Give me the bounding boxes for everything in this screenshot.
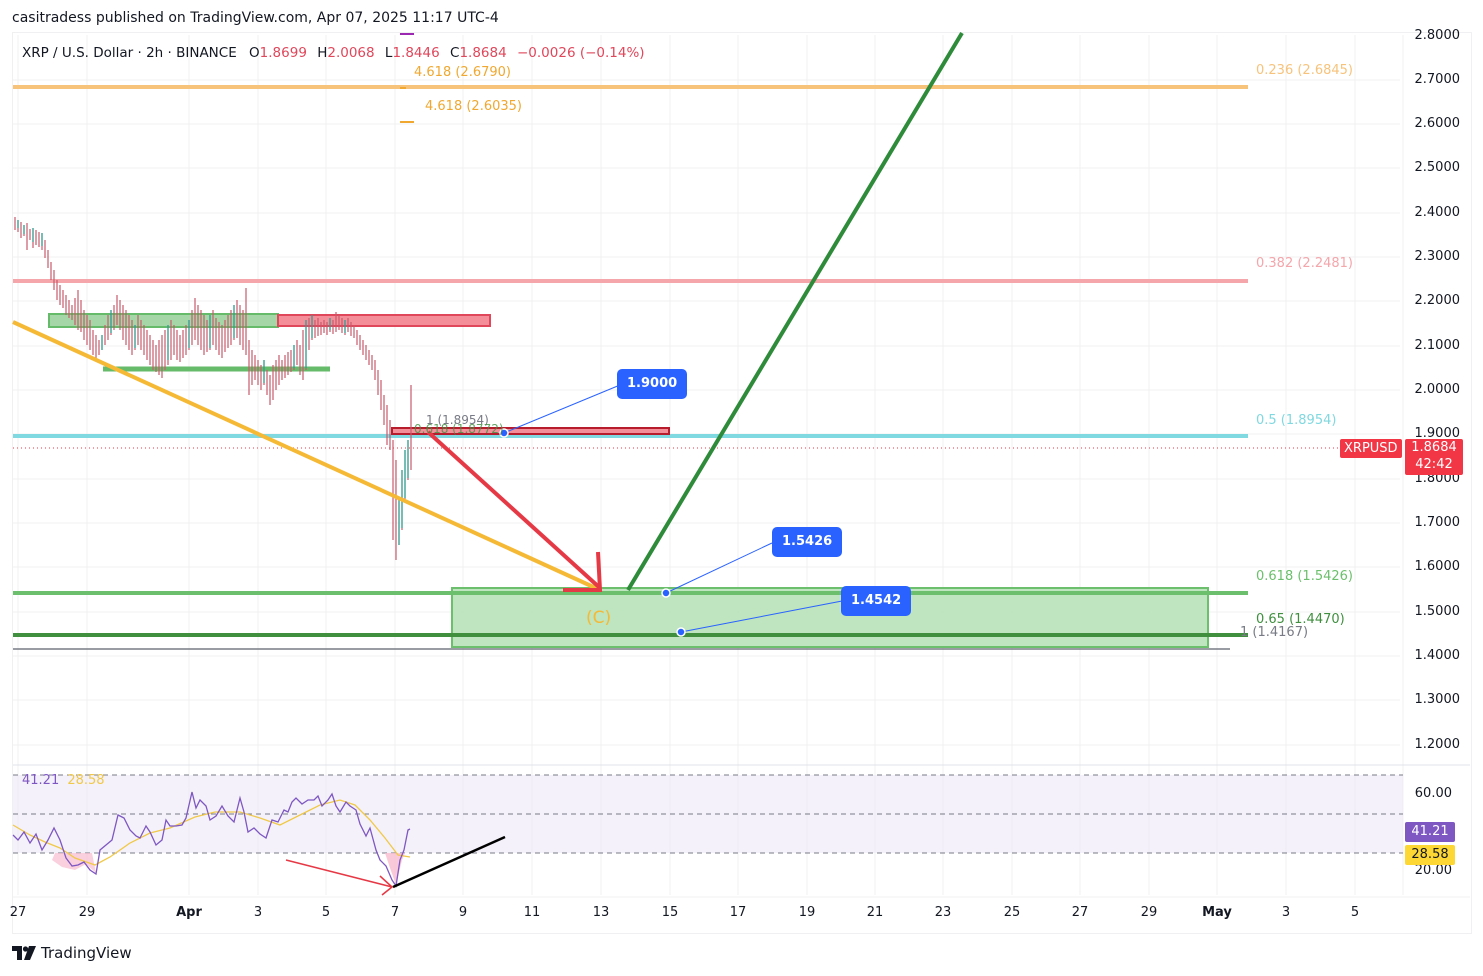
y-tick: 2.6000	[1414, 116, 1461, 131]
rsi-line	[12, 791, 411, 888]
ext-label-2: 4.618 (2.6035)	[425, 99, 522, 114]
small-fib-label-1: 1 (1.8954)	[426, 413, 489, 427]
y-tick: 1.6000	[1414, 559, 1461, 574]
rsi-ma-line	[12, 799, 411, 866]
wave-c-label: (C)	[586, 608, 612, 628]
current-price-badge: 1.8684 42:42	[1405, 439, 1463, 475]
chart-frame[interactable]	[12, 32, 1472, 934]
callout-anchor-2	[661, 588, 671, 598]
y-tick: 2.0000	[1414, 382, 1461, 397]
y-tick: 1.3000	[1414, 692, 1461, 707]
small-fib-label-2: 0.618 (1.8772)	[414, 422, 504, 436]
bar-countdown: 42:42	[1415, 457, 1453, 472]
fib-0236-label: 0.236 (2.6845)	[1256, 63, 1353, 78]
x-tick: 23	[934, 905, 952, 920]
x-tick: 7	[390, 905, 400, 920]
fib-065-label: 0.65 (1.4470)	[1256, 612, 1345, 627]
bullish-divergence-line	[392, 835, 506, 889]
y-tick: 2.2000	[1414, 293, 1461, 308]
x-tick: 13	[592, 905, 610, 920]
callout-15426[interactable]: 1.5426	[772, 527, 843, 557]
rsi-value-tag: 41.21	[1405, 822, 1455, 842]
symbol-title: XRP / U.S. Dollar · 2h · BINANCE	[22, 45, 237, 61]
callout-14542[interactable]: 1.4542	[841, 586, 912, 616]
x-tick-month: Apr	[176, 905, 202, 920]
x-tick: 29	[1140, 905, 1158, 920]
resistance-zone	[277, 314, 491, 327]
close-label: C	[450, 45, 460, 61]
x-tick: 19	[798, 905, 816, 920]
tradingview-logo[interactable]: TradingView	[12, 944, 132, 962]
green-projection-line	[626, 31, 964, 592]
time-gridlines	[17, 35, 1356, 895]
tradingview-logo-icon	[12, 946, 36, 960]
y-tick: 2.5000	[1414, 160, 1461, 175]
target-zone	[451, 587, 1209, 648]
rsi-value: 41.21	[22, 773, 60, 788]
y-tick: 2.4000	[1414, 205, 1461, 220]
x-tick: 25	[1003, 905, 1021, 920]
open-value: 1.8699	[259, 45, 307, 61]
y-tick: 1.9000	[1414, 426, 1461, 441]
symbol-price-badge: XRPUSD	[1340, 439, 1402, 458]
low-label: L	[384, 45, 393, 61]
x-tick-month: May	[1202, 905, 1232, 920]
high-label: H	[317, 45, 328, 61]
y-tick: 2.8000	[1414, 28, 1461, 43]
close-value: 1.8684	[459, 45, 507, 61]
y-tick: 1.2000	[1414, 737, 1461, 752]
red-arrow-head	[563, 551, 603, 592]
rsi-ma-tag: 28.58	[1405, 845, 1455, 865]
x-tick: 5	[321, 905, 331, 920]
published-header: casitradess published on TradingView.com…	[12, 10, 499, 26]
bearish-divergence-arrow	[285, 859, 394, 896]
high-value: 2.0068	[327, 45, 375, 61]
resistance-zone-2	[391, 427, 670, 435]
rsi-oversold-fill-1	[52, 853, 96, 873]
open-label: O	[249, 45, 260, 61]
tradingview-wordmark: TradingView	[41, 944, 132, 962]
y-tick: 1.4000	[1414, 648, 1461, 663]
callout-anchor-1	[499, 428, 509, 438]
rsi-axis-60: 60.00	[1414, 786, 1452, 801]
fib-0382-label: 0.382 (2.2481)	[1256, 256, 1353, 271]
x-tick: 5	[1350, 905, 1360, 920]
x-tick: 27	[9, 905, 27, 920]
price-bars	[14, 217, 412, 560]
rsi-legend: 41.21 28.58	[22, 773, 105, 788]
y-tick: 2.7000	[1414, 72, 1461, 87]
current-price: 1.8684	[1411, 440, 1457, 455]
x-tick: 11	[523, 905, 541, 920]
callout-1900[interactable]: 1.9000	[617, 369, 688, 399]
x-tick: 9	[458, 905, 468, 920]
fib-1-label: 1 (1.4167)	[1240, 625, 1309, 640]
rsi-ma-value: 28.58	[67, 773, 105, 788]
x-tick: 17	[729, 905, 747, 920]
x-tick: 15	[661, 905, 679, 920]
y-tick: 1.5000	[1414, 604, 1461, 619]
rsi-axis-20: 20.00	[1414, 863, 1452, 878]
y-tick: 2.1000	[1414, 338, 1461, 353]
fib-05-label: 0.5 (1.8954)	[1256, 413, 1337, 428]
fib-0618-label: 0.618 (1.5426)	[1256, 569, 1353, 584]
x-tick: 27	[1071, 905, 1089, 920]
x-tick: 3	[253, 905, 263, 920]
support-zone	[48, 313, 279, 328]
y-tick: 2.3000	[1414, 249, 1461, 264]
yellow-trendline	[12, 320, 601, 592]
ext-label-1: 4.618 (2.6790)	[414, 65, 511, 80]
y-tick: 1.7000	[1414, 515, 1461, 530]
symbol-legend: XRP / U.S. Dollar · 2h · BINANCE O1.8699…	[22, 45, 645, 61]
low-value: 1.8446	[392, 45, 440, 61]
change-value: −0.0026 (−0.14%)	[516, 45, 645, 61]
red-arrow-line	[426, 430, 602, 590]
rsi-oversold-fill-2	[385, 853, 405, 885]
x-tick: 21	[866, 905, 884, 920]
callout-anchor-3	[676, 627, 686, 637]
x-tick: 3	[1281, 905, 1291, 920]
x-tick: 29	[78, 905, 96, 920]
